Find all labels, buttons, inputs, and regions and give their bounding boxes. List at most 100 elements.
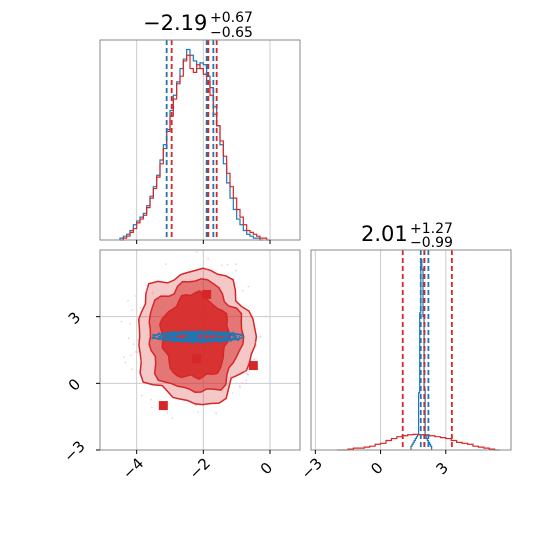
red-sample-point (221, 390, 224, 393)
x-tick-label: 0 (367, 459, 386, 478)
blue-sample-point (168, 331, 171, 334)
axes-frame (310, 249, 512, 451)
blue-sample-point (157, 335, 160, 338)
top-marginal-histogram (99, 39, 301, 244)
blue-sample-point (238, 335, 241, 339)
red-sample-point (140, 394, 143, 397)
red-sample-point (238, 385, 241, 387)
blue-sample-point (169, 338, 172, 341)
blue-sample-point (229, 333, 232, 336)
red-sample-point (139, 306, 142, 309)
title-value: −2.19 (143, 11, 207, 35)
red-sample-point (247, 285, 250, 288)
blue-sample-point (185, 332, 188, 335)
blue-sample-point (183, 338, 186, 341)
red-sample-point (130, 354, 133, 357)
right-histogram-title: 2.01 +1.27 −0.99 (361, 221, 453, 251)
blue-sample-point (169, 333, 172, 336)
red-sample-point (146, 298, 148, 300)
blue-sample-point (235, 337, 238, 340)
red-sample-point (151, 406, 153, 409)
blue-sample-point (180, 332, 183, 335)
red-histogram-series (120, 54, 270, 241)
title-lower-error: −0.99 (410, 235, 453, 251)
blue-sample-point (173, 333, 176, 336)
blue-sample-point (173, 330, 176, 333)
blue-sample-point (172, 334, 176, 337)
blue-sample-point (163, 336, 166, 340)
red-sample-point (151, 292, 154, 295)
blue-sample-point (211, 337, 215, 340)
red-sample-point (226, 264, 229, 266)
title-value: 2.01 (361, 222, 408, 246)
blue-sample-point (158, 337, 161, 340)
blue-sample-point (224, 339, 227, 342)
red-sample-point (136, 339, 139, 342)
x-tick-label: −4 (119, 454, 147, 482)
blue-sample-point (207, 340, 210, 343)
red-sample-point (265, 315, 267, 318)
blue-sample-point (151, 336, 154, 340)
red-sample-point (150, 398, 152, 401)
blue-sample-point (209, 334, 212, 337)
red-sample-point (235, 263, 238, 265)
blue-sample-point (220, 332, 223, 336)
blue-sample-point (207, 330, 210, 333)
red-sample-point (206, 267, 208, 270)
right-marginal-histogram: −3 0 3 (298, 249, 512, 483)
red-square-marker (202, 289, 212, 299)
blue-sample-point (178, 337, 181, 340)
red-sample-point (135, 295, 137, 297)
y-tick-label: 3 (65, 308, 84, 327)
red-sample-point (253, 358, 256, 361)
blue-sample-point (186, 330, 189, 333)
title-upper-error: +0.67 (210, 10, 253, 26)
red-sample-point (194, 404, 197, 407)
blue-density-contour (159, 332, 238, 342)
title-upper-error: +1.27 (410, 221, 453, 237)
blue-sample-point (185, 336, 188, 339)
red-sample-point (131, 368, 133, 371)
blue-sample-point (229, 339, 232, 342)
red-sample-point (166, 411, 169, 414)
top-histogram-title: −2.19 +0.67 −0.65 (143, 10, 253, 41)
red-sample-point (132, 343, 135, 346)
x-tick-label: 3 (433, 459, 452, 478)
red-sample-point (241, 381, 244, 384)
joint-scatter-panel: −4 −2 0 −3 0 3 (60, 249, 301, 483)
red-sample-point (139, 319, 142, 322)
blue-sample-point (232, 331, 235, 334)
blue-sample-point (208, 336, 211, 339)
blue-sample-point (199, 330, 202, 333)
blue-sample-point (233, 336, 236, 339)
red-sample-point (247, 373, 249, 376)
axes-frame (99, 249, 301, 451)
red-sample-point (220, 264, 223, 267)
red-sample-point (140, 352, 143, 354)
red-sample-point (171, 417, 174, 420)
blue-sample-point (163, 339, 166, 342)
blue-sample-point (200, 339, 203, 342)
blue-sample-point (223, 334, 226, 337)
red-sample-point (215, 412, 218, 415)
blue-sample-point (216, 333, 219, 336)
blue-sample-point (173, 340, 176, 343)
blue-sample-point (165, 335, 168, 338)
red-sample-point (152, 290, 154, 293)
red-sample-point (244, 368, 247, 371)
blue-sample-point (215, 337, 218, 340)
blue-sample-point (152, 333, 155, 336)
red-square-marker (192, 354, 202, 364)
blue-sample-point (181, 330, 184, 333)
red-sample-point (131, 309, 134, 311)
x-tick-label: −2 (186, 454, 214, 482)
blue-square-marker (188, 332, 198, 342)
red-sample-point (245, 379, 248, 382)
red-sample-point (135, 350, 137, 353)
red-sample-point (207, 257, 210, 260)
red-sample-point (243, 370, 246, 373)
red-sample-point (165, 263, 167, 265)
axes-frame (99, 39, 301, 241)
blue-sample-point (180, 339, 183, 342)
